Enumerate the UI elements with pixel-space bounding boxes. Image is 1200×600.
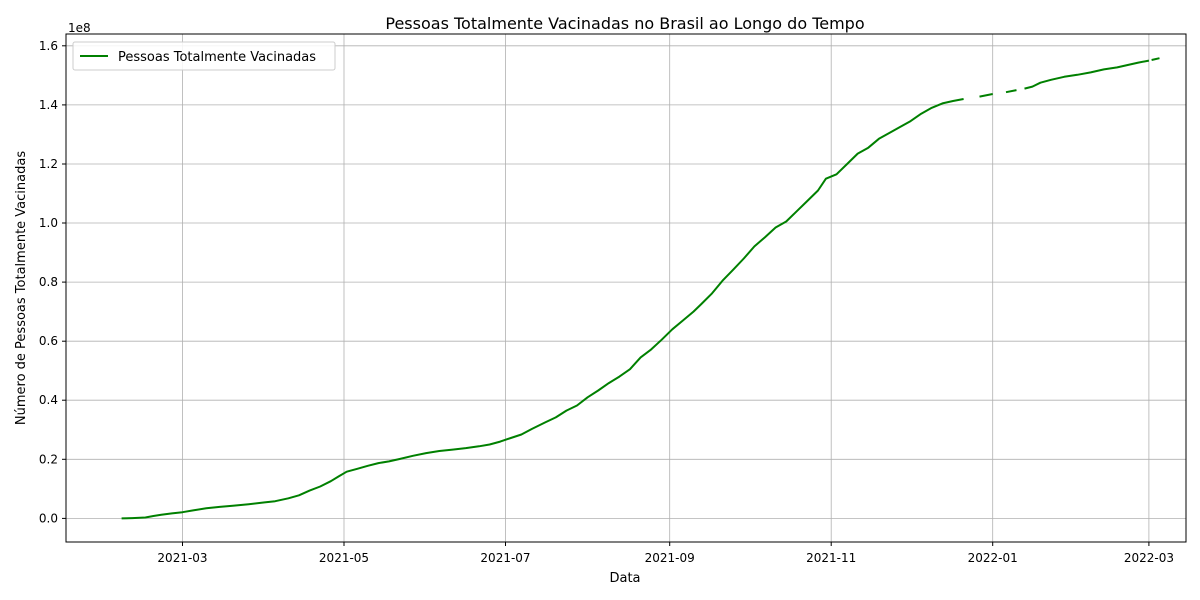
y-tick-label: 0.8 [39,275,58,289]
y-tick-label: 0.4 [39,393,58,407]
y-tick-label: 0.0 [39,511,58,525]
series-line-segment [1151,57,1160,61]
x-tick-label: 2022-01 [968,551,1018,565]
legend-box [72,41,336,71]
y-tick-label: 1.4 [39,98,58,112]
plot-frame [65,33,1187,543]
grid [66,34,1186,542]
series-layer [121,57,1160,520]
series-line-segment [1005,89,1017,94]
x-tick-label: 2021-09 [645,551,695,565]
y-tick-label: 0.6 [39,334,58,348]
series-line-segment [121,98,964,520]
y-tick-label: 0.2 [39,452,58,466]
y-tick-label: 1.6 [39,39,58,53]
x-tick-label: 2021-07 [480,551,530,565]
series-line-segment [1024,59,1150,90]
x-tick-label: 2021-05 [319,551,369,565]
y-tick-label: 1.2 [39,157,58,171]
x-tick-label: 2021-11 [806,551,856,565]
chart-title: Pessoas Totalmente Vacinadas no Brasil a… [385,14,864,33]
legend-label: Pessoas Totalmente Vacinadas [118,50,316,65]
y-offset-label: 1e8 [68,21,91,35]
legend: Pessoas Totalmente Vacinadas [72,41,336,71]
x-tick-label: 2021-03 [157,551,207,565]
x-axis-ticks: 2021-03 2021-05 2021-07 2021-09 2021-11 2022-… [157,542,1174,565]
y-axis-label: Número de Pessoas Totalmente Vacinadas [14,151,29,425]
y-axis-ticks: 0.0 0.2 0.4 0.6 0.8 1.0 1.2 1.4 1.6 [39,39,66,525]
x-tick-label: 2022-03 [1124,551,1174,565]
series-line-segment [979,93,993,98]
x-axis-label: Data [609,571,640,586]
y-tick-label: 1.0 [39,216,58,230]
